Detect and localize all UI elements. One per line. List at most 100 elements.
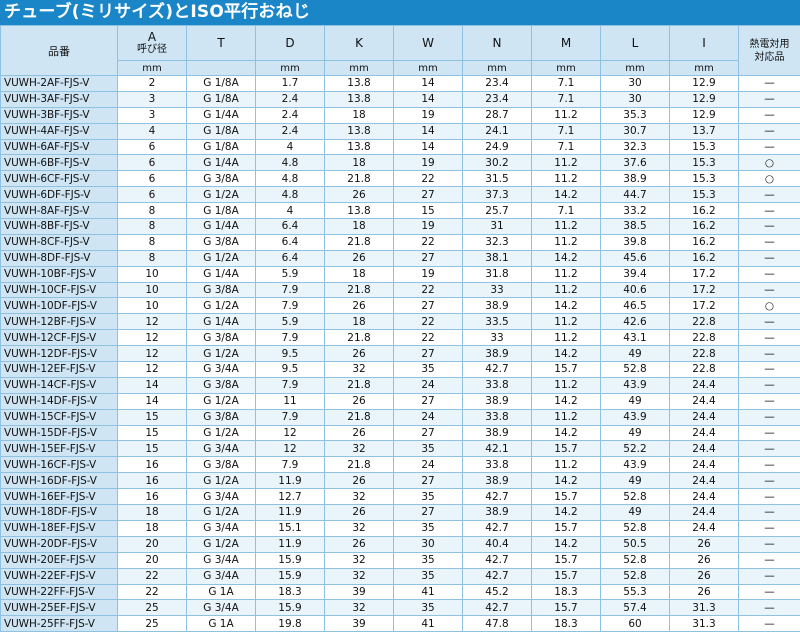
cell-thermocouple: — xyxy=(739,330,800,346)
cell-part-number: VUWH-16CF-FJS-V xyxy=(1,457,118,473)
cell-w: 35 xyxy=(394,489,463,505)
spec-table: 品番 A 呼び径 T D K W N M L I 熱電対用対応品 mm mm m… xyxy=(0,25,800,632)
cell-l: 44.7 xyxy=(601,187,670,203)
cell-i: 24.4 xyxy=(670,457,739,473)
cell-part-number: VUWH-14CF-FJS-V xyxy=(1,377,118,393)
cell-n: 38.9 xyxy=(463,298,532,314)
cell-m: 15.7 xyxy=(532,441,601,457)
cell-part-number: VUWH-22FF-FJS-V xyxy=(1,584,118,600)
cell-part-number: VUWH-15EF-FJS-V xyxy=(1,441,118,457)
cell-l: 37.6 xyxy=(601,155,670,171)
cell-n: 42.7 xyxy=(463,552,532,568)
cell-n: 45.2 xyxy=(463,584,532,600)
cell-w: 19 xyxy=(394,155,463,171)
cell-part-number: VUWH-20EF-FJS-V xyxy=(1,552,118,568)
cell-l: 52.8 xyxy=(601,489,670,505)
cell-part-number: VUWH-25EF-FJS-V xyxy=(1,600,118,616)
cell-k: 18 xyxy=(325,266,394,282)
cell-thermocouple: — xyxy=(739,505,800,521)
cell-m: 11.2 xyxy=(532,314,601,330)
cell-n: 38.1 xyxy=(463,250,532,266)
unit-k: mm xyxy=(325,61,394,76)
cell-d: 4.8 xyxy=(256,155,325,171)
cell-n: 30.2 xyxy=(463,155,532,171)
cell-part-number: VUWH-3AF-FJS-V xyxy=(1,91,118,107)
unit-t xyxy=(187,61,256,76)
cell-t: G 3/8A xyxy=(187,409,256,425)
cell-k: 26 xyxy=(325,425,394,441)
cell-d: 7.9 xyxy=(256,457,325,473)
unit-n: mm xyxy=(463,61,532,76)
cell-m: 11.2 xyxy=(532,282,601,298)
cell-d: 4.8 xyxy=(256,187,325,203)
cell-w: 22 xyxy=(394,234,463,250)
cell-part-number: VUWH-8BF-FJS-V xyxy=(1,219,118,235)
cell-thermocouple: — xyxy=(739,473,800,489)
cell-m: 15.7 xyxy=(532,552,601,568)
cell-w: 35 xyxy=(394,362,463,378)
cell-w: 35 xyxy=(394,568,463,584)
cell-i: 16.2 xyxy=(670,219,739,235)
header-t: T xyxy=(187,26,256,61)
cell-a: 16 xyxy=(118,473,187,489)
cell-part-number: VUWH-22EF-FJS-V xyxy=(1,568,118,584)
cell-thermocouple: — xyxy=(739,250,800,266)
cell-l: 49 xyxy=(601,346,670,362)
cell-thermocouple: — xyxy=(739,377,800,393)
cell-d: 15.9 xyxy=(256,600,325,616)
cell-l: 52.8 xyxy=(601,568,670,584)
cell-l: 38.5 xyxy=(601,219,670,235)
cell-l: 35.3 xyxy=(601,107,670,123)
cell-k: 32 xyxy=(325,441,394,457)
cell-l: 43.1 xyxy=(601,330,670,346)
cell-n: 38.9 xyxy=(463,473,532,489)
cell-t: G 3/8A xyxy=(187,377,256,393)
cell-d: 7.9 xyxy=(256,298,325,314)
cell-w: 27 xyxy=(394,473,463,489)
cell-a: 8 xyxy=(118,234,187,250)
cell-i: 15.3 xyxy=(670,187,739,203)
cell-l: 39.4 xyxy=(601,266,670,282)
cell-l: 33.2 xyxy=(601,203,670,219)
cell-m: 15.7 xyxy=(532,362,601,378)
cell-i: 22.8 xyxy=(670,362,739,378)
cell-thermocouple: — xyxy=(739,76,800,92)
cell-l: 52.8 xyxy=(601,520,670,536)
cell-i: 26 xyxy=(670,552,739,568)
cell-n: 23.4 xyxy=(463,91,532,107)
cell-l: 55.3 xyxy=(601,584,670,600)
cell-d: 4 xyxy=(256,203,325,219)
cell-part-number: VUWH-8DF-FJS-V xyxy=(1,250,118,266)
cell-i: 12.9 xyxy=(670,76,739,92)
cell-m: 11.2 xyxy=(532,377,601,393)
cell-k: 21.8 xyxy=(325,282,394,298)
cell-m: 14.2 xyxy=(532,298,601,314)
cell-k: 26 xyxy=(325,536,394,552)
cell-m: 18.3 xyxy=(532,584,601,600)
cell-thermocouple: — xyxy=(739,123,800,139)
cell-m: 14.2 xyxy=(532,346,601,362)
cell-a: 6 xyxy=(118,187,187,203)
cell-k: 21.8 xyxy=(325,171,394,187)
cell-part-number: VUWH-3BF-FJS-V xyxy=(1,107,118,123)
header-d: D xyxy=(256,26,325,61)
cell-a: 25 xyxy=(118,600,187,616)
cell-m: 11.2 xyxy=(532,107,601,123)
cell-n: 38.9 xyxy=(463,346,532,362)
cell-w: 27 xyxy=(394,393,463,409)
cell-part-number: VUWH-10DF-FJS-V xyxy=(1,298,118,314)
unit-w: mm xyxy=(394,61,463,76)
cell-t: G 1A xyxy=(187,584,256,600)
cell-m: 11.2 xyxy=(532,171,601,187)
cell-thermocouple: — xyxy=(739,584,800,600)
cell-thermocouple: — xyxy=(739,362,800,378)
cell-w: 22 xyxy=(394,314,463,330)
cell-m: 7.1 xyxy=(532,203,601,219)
